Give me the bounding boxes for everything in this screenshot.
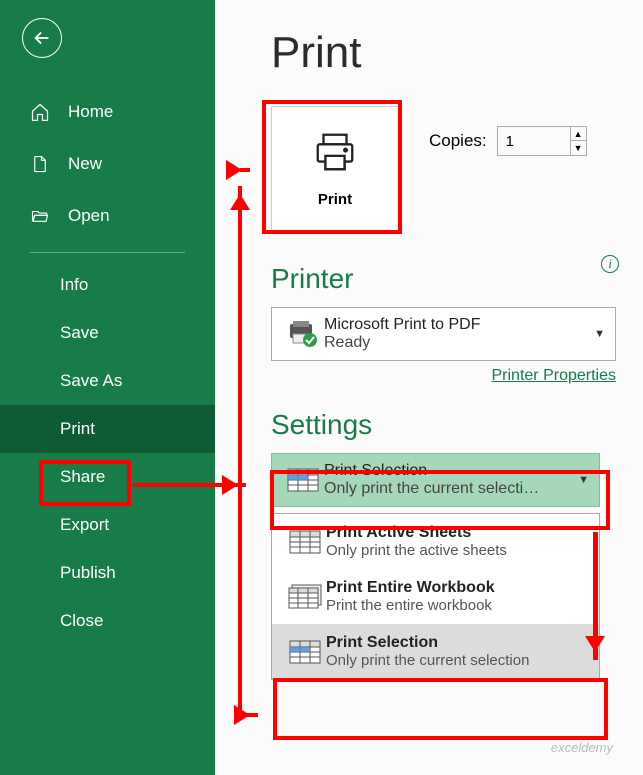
nav-label: Open xyxy=(68,206,110,226)
chevron-down-icon: ▼ xyxy=(578,474,589,486)
printer-properties-link[interactable]: Printer Properties xyxy=(492,367,617,384)
printer-section-title: Printer xyxy=(271,263,623,295)
folder-open-icon xyxy=(28,204,52,228)
copies-input[interactable]: 1 ▲ ▼ xyxy=(497,126,587,156)
option-entire-workbook[interactable]: Print Entire WorkbookPrint the entire wo… xyxy=(272,569,599,624)
settings-section-title: Settings xyxy=(271,409,623,441)
arrow-to-dropdown xyxy=(133,483,246,487)
nav-publish[interactable]: Publish xyxy=(0,549,215,597)
nav-label: Print xyxy=(60,419,95,439)
nav-label: Export xyxy=(60,515,109,535)
watermark: exceldemy xyxy=(551,740,613,755)
nav-export[interactable]: Export xyxy=(0,501,215,549)
arrow-down-right xyxy=(593,532,598,660)
nav-close[interactable]: Close xyxy=(0,597,215,645)
printer-status-icon xyxy=(282,320,324,348)
backstage-sidebar: Home New Open Info Save Save As Print Sh… xyxy=(0,0,215,775)
sheet-selection-icon xyxy=(282,468,324,492)
option-print-selection[interactable]: Print SelectionOnly print the current se… xyxy=(272,624,599,679)
printer-name: Microsoft Print to PDF xyxy=(324,316,594,334)
nav-label: Publish xyxy=(60,563,116,583)
main-panel: Print Print Copies: 1 ▲ ▼ i Printer Micr… xyxy=(215,0,643,775)
option-title: Print Selection xyxy=(326,634,587,652)
info-icon[interactable]: i xyxy=(601,255,619,273)
home-icon xyxy=(28,100,52,124)
option-title: Print Active Sheets xyxy=(326,524,587,542)
dropdown-sub: Only print the current selecti… xyxy=(324,480,578,498)
nav-share[interactable]: Share xyxy=(0,453,215,501)
back-button[interactable] xyxy=(22,18,62,58)
copies-value: 1 xyxy=(498,133,570,150)
nav-new[interactable]: New xyxy=(0,138,215,190)
arrow-vertical-left xyxy=(238,186,242,716)
sheet-icon xyxy=(284,530,326,554)
arrow-to-printbtn xyxy=(240,168,250,172)
nav-label: New xyxy=(68,154,102,174)
nav-label: Close xyxy=(60,611,103,631)
nav-label: Share xyxy=(60,467,105,487)
option-sub: Print the entire workbook xyxy=(326,597,587,614)
printer-status: Ready xyxy=(324,334,594,352)
option-title: Print Entire Workbook xyxy=(326,579,587,597)
arrow-to-option xyxy=(240,713,258,717)
print-button[interactable]: Print xyxy=(271,106,399,231)
file-icon xyxy=(28,152,52,176)
page-title: Print xyxy=(271,28,623,78)
nav-save[interactable]: Save xyxy=(0,309,215,357)
nav-print[interactable]: Print xyxy=(0,405,215,453)
sidebar-divider xyxy=(30,252,185,253)
dropdown-title: Print Selection xyxy=(324,462,578,480)
print-area-dropdown[interactable]: Print Selection Only print the current s… xyxy=(271,453,600,507)
nav-info[interactable]: Info xyxy=(0,261,215,309)
printer-icon xyxy=(309,129,361,175)
copies-up[interactable]: ▲ xyxy=(571,127,586,141)
printer-dropdown[interactable]: Microsoft Print to PDF Ready ▼ xyxy=(271,307,616,361)
option-sub: Only print the active sheets xyxy=(326,542,587,559)
print-area-options: Print Active SheetsOnly print the active… xyxy=(271,513,600,680)
nav-save-as[interactable]: Save As xyxy=(0,357,215,405)
nav-label: Home xyxy=(68,102,113,122)
nav-label: Save xyxy=(60,323,99,343)
nav-label: Info xyxy=(60,275,88,295)
print-button-label: Print xyxy=(318,191,352,208)
option-sub: Only print the current selection xyxy=(326,652,587,669)
chevron-down-icon: ▼ xyxy=(594,328,605,340)
nav-open[interactable]: Open xyxy=(0,190,215,242)
nav-home[interactable]: Home xyxy=(0,86,215,138)
sheet-selection-icon xyxy=(284,640,326,664)
copies-down[interactable]: ▼ xyxy=(571,141,586,155)
workbook-icon xyxy=(284,584,326,610)
option-active-sheets[interactable]: Print Active SheetsOnly print the active… xyxy=(272,514,599,569)
copies-label: Copies: xyxy=(429,131,487,151)
nav-label: Save As xyxy=(60,371,122,391)
